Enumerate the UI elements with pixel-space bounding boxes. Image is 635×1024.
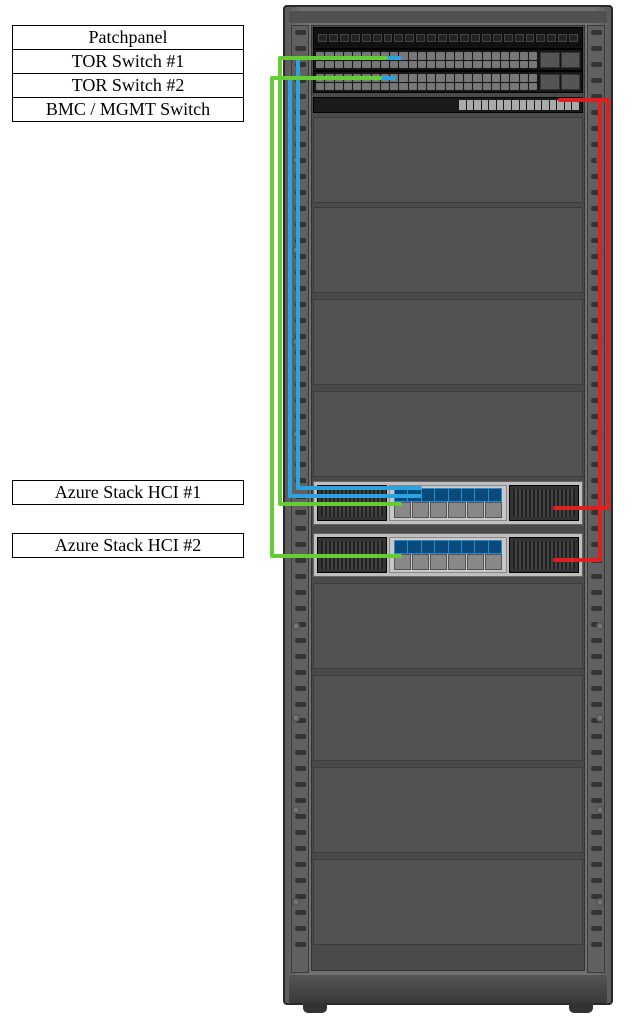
label-tor1: TOR Switch #1 (12, 49, 244, 74)
blank-panel (313, 675, 583, 761)
tor-switch-1 (313, 49, 583, 71)
label-server2: Azure Stack HCI #2 (12, 533, 244, 558)
blank-panel (313, 299, 583, 385)
server1-psu-left (317, 485, 387, 521)
rack-feet (303, 1003, 593, 1015)
label-patchpanel: Patchpanel (12, 25, 244, 50)
blank-panel (313, 583, 583, 669)
label-server1: Azure Stack HCI #1 (12, 480, 244, 505)
bmc-mgmt-switch (313, 97, 583, 113)
server2-psu-left (317, 537, 387, 573)
rack-rail-right (587, 25, 605, 973)
blank-panel (313, 767, 583, 853)
blank-panel (313, 207, 583, 293)
azure-stack-hci-2 (313, 533, 583, 577)
tor-switch-2 (313, 71, 583, 93)
server1-psu-right (509, 485, 579, 521)
label-group-top: Patchpanel TOR Switch #1 TOR Switch #2 B… (12, 25, 244, 121)
label-tor2: TOR Switch #2 (12, 73, 244, 98)
blank-panel (313, 391, 583, 477)
rack-bottom-trim (289, 975, 607, 1003)
azure-stack-hci-1 (313, 481, 583, 525)
server-rack (283, 5, 613, 1009)
rack-rail-left (291, 25, 309, 973)
server2-psu-right (509, 537, 579, 573)
rack-top-trim (289, 11, 607, 23)
patchpanel-device (313, 27, 583, 49)
label-server2-wrap: Azure Stack HCI #2 (12, 533, 244, 558)
server2-io (389, 537, 507, 573)
blank-panel (313, 117, 583, 203)
server1-io (389, 485, 507, 521)
label-bmc: BMC / MGMT Switch (12, 97, 244, 122)
label-server1-wrap: Azure Stack HCI #1 (12, 480, 244, 505)
blank-panel (313, 859, 583, 945)
